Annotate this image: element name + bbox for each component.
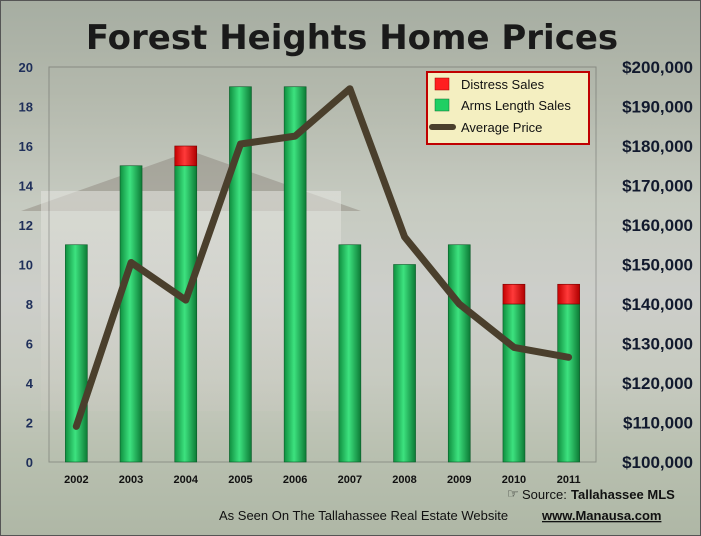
right-tick-label: $180,000 <box>622 137 693 156</box>
footer: ☞ Source: Tallahassee MLS As Seen On The… <box>219 486 675 523</box>
left-tick-label: 8 <box>26 297 33 312</box>
bar-arms-length <box>502 303 526 463</box>
x-tick-label: 2003 <box>119 474 143 486</box>
average-price-point <box>511 345 516 350</box>
legend-label-arms: Arms Length Sales <box>461 98 571 113</box>
bar-arms-length <box>393 264 416 463</box>
average-price-point <box>402 234 407 239</box>
legend-box <box>426 71 590 145</box>
left-tick-label: 16 <box>19 139 33 154</box>
left-tick-label: 12 <box>19 218 33 233</box>
bar-arms-length <box>557 303 580 463</box>
right-tick-label: $110,000 <box>623 414 693 433</box>
x-tick-label: 2005 <box>228 474 252 486</box>
plot-area <box>48 66 597 463</box>
right-tick-label: $200,000 <box>622 58 693 77</box>
hand-icon: ☞ <box>507 486 519 501</box>
left-tick-label: 4 <box>26 376 34 391</box>
bar-arms-length <box>338 244 362 463</box>
average-price-point <box>457 302 462 306</box>
source-prefix: Source: <box>522 487 567 502</box>
bar-distress <box>502 283 526 305</box>
chart-title: Forest Heights Home Prices <box>86 18 618 58</box>
x-tick-label: 2002 <box>64 474 88 486</box>
legend-swatch-distress <box>434 77 450 91</box>
x-tick-label: 2011 <box>557 474 581 486</box>
right-tick-label: $190,000 <box>622 98 693 117</box>
right-tick-label: $170,000 <box>622 177 693 196</box>
left-tick-label: 20 <box>19 60 33 75</box>
credit-text: As Seen On The Tallahassee Real Estate W… <box>219 508 508 523</box>
average-price-point <box>129 260 134 265</box>
bar-distress <box>557 283 580 305</box>
credit-site-link[interactable]: www.Manausa.com <box>541 508 661 523</box>
right-axis-ticks: $100,000 $110,000 $120,000 $130,000 $140,000… <box>622 58 693 472</box>
average-price-point <box>238 142 243 147</box>
right-tick-label: $100,000 <box>622 453 693 472</box>
bar-arms-length <box>447 244 471 463</box>
right-tick-label: $150,000 <box>622 256 693 275</box>
average-price-point <box>74 424 79 429</box>
bar-arms-length <box>174 165 198 463</box>
legend: Distress Sales Arms Length Sales Average… <box>426 71 590 145</box>
line-group <box>72 85 573 430</box>
bar-arms-length <box>119 165 143 463</box>
left-tick-label: 0 <box>26 455 33 470</box>
left-tick-label: 14 <box>19 179 34 194</box>
right-tick-label: $160,000 <box>622 216 693 235</box>
average-price-point <box>183 298 188 303</box>
right-tick-label: $130,000 <box>622 335 693 354</box>
x-tick-label: 2010 <box>502 474 526 486</box>
x-tick-label: 2006 <box>283 474 307 486</box>
left-tick-label: 10 <box>19 258 33 273</box>
legend-swatch-arms <box>434 98 450 112</box>
average-price-point <box>293 134 298 139</box>
average-price-line <box>72 85 573 430</box>
x-tick-label: 2009 <box>447 474 471 486</box>
x-tick-label: 2007 <box>338 474 362 486</box>
plot-border <box>48 66 597 463</box>
average-price-point <box>347 86 352 91</box>
left-tick-label: 6 <box>26 337 33 352</box>
source-name: Tallahassee MLS <box>571 487 675 502</box>
left-tick-label: 2 <box>26 416 33 431</box>
right-tick-label: $120,000 <box>622 374 693 393</box>
x-tick-label: 2004 <box>174 474 199 486</box>
legend-label-distress: Distress Sales <box>461 77 545 92</box>
left-axis-ticks: 0 2 4 6 8 10 12 14 16 18 20 <box>19 60 34 470</box>
x-axis-ticks: 2002 2003 2004 2005 2006 2007 2008 2009 2010 2011 <box>64 474 580 486</box>
x-tick-label: 2008 <box>392 474 416 486</box>
bar-arms-length <box>283 86 307 463</box>
left-tick-label: 18 <box>19 100 33 115</box>
bar-distress <box>174 145 198 167</box>
bar-arms-length <box>229 86 252 463</box>
right-tick-label: $140,000 <box>622 295 693 314</box>
legend-label-average: Average Price <box>461 120 542 135</box>
average-price-point <box>566 355 571 360</box>
